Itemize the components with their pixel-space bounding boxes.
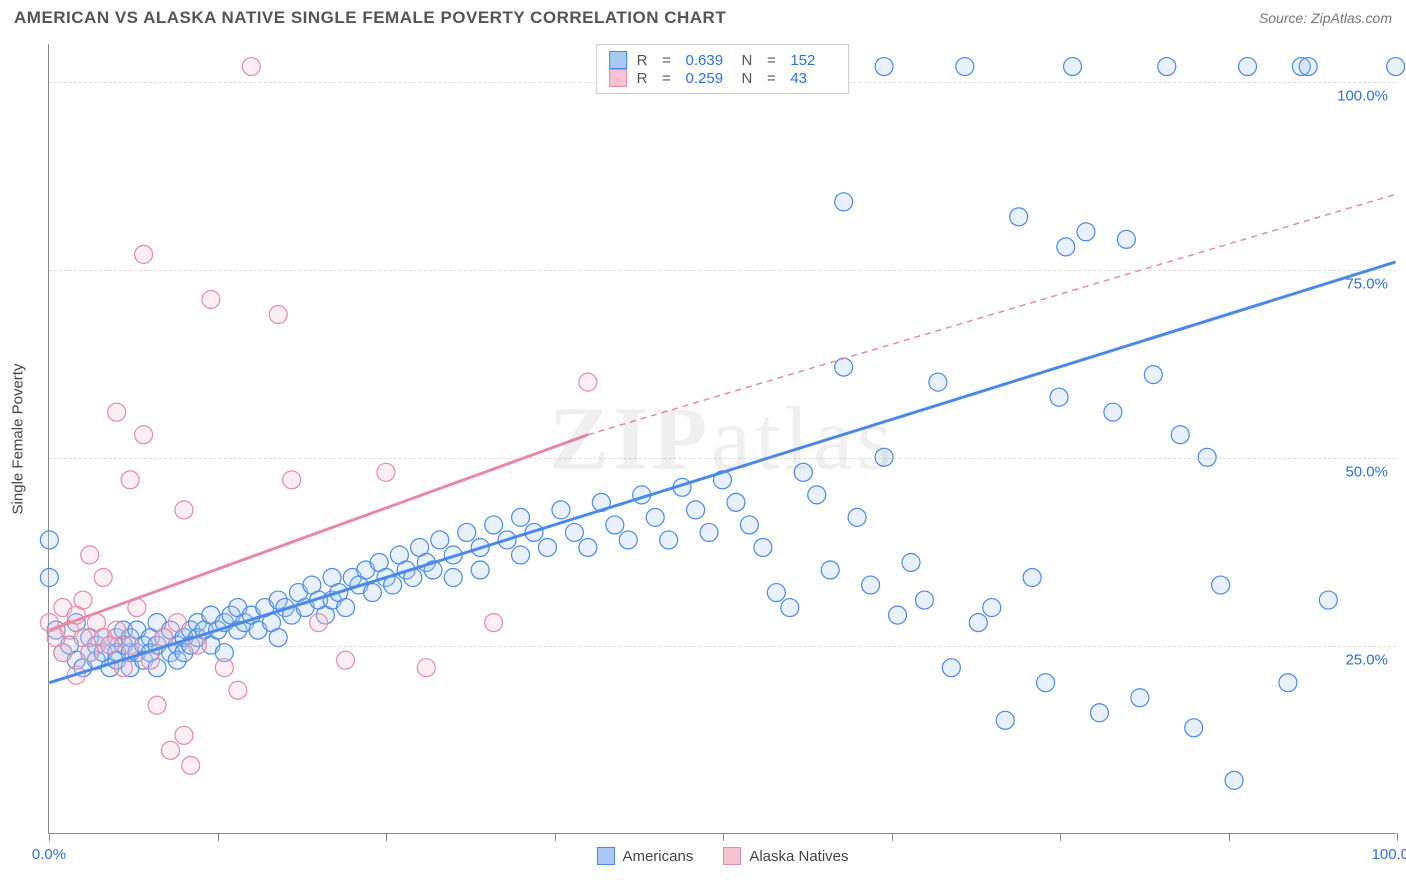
x-tick-label: 0.0%: [32, 846, 66, 863]
legend-text: 0.259: [686, 70, 732, 87]
regression-line: [588, 194, 1396, 434]
x-tick: [49, 833, 50, 841]
legend-text: R: [637, 52, 648, 69]
x-tick: [555, 833, 556, 841]
plot-wrap: Single Female Poverty 25.0%50.0%75.0%100…: [48, 44, 1396, 834]
x-tick: [1060, 833, 1061, 841]
x-tick: [1397, 833, 1398, 841]
legend-text: =: [658, 70, 676, 87]
legend-row: R = 0.639 N = 152: [609, 51, 837, 69]
x-tick: [218, 833, 219, 841]
x-tick: [386, 833, 387, 841]
chart-title: AMERICAN VS ALASKA NATIVE SINGLE FEMALE …: [14, 8, 726, 28]
legend-text: =: [762, 52, 780, 69]
source-prefix: Source:: [1259, 10, 1311, 26]
regression-line: [49, 262, 1395, 683]
x-tick: [892, 833, 893, 841]
legend-text: N: [742, 52, 753, 69]
legend-item: Americans: [596, 847, 693, 865]
legend-text: 152: [790, 52, 836, 69]
chart-source: Source: ZipAtlas.com: [1259, 10, 1392, 26]
x-tick-label: 100.0%: [1372, 846, 1406, 863]
legend-swatch-icon: [723, 847, 741, 865]
legend-text: 43: [790, 70, 836, 87]
legend-label: Americans: [622, 848, 693, 865]
legend-swatch-icon: [609, 51, 627, 69]
legend-swatch-icon: [596, 847, 614, 865]
y-axis-label: Single Female Poverty: [10, 364, 27, 515]
regression-lines-layer: [49, 44, 1396, 833]
x-tick: [723, 833, 724, 841]
legend-swatch-icon: [609, 69, 627, 87]
chart-header: AMERICAN VS ALASKA NATIVE SINGLE FEMALE …: [0, 0, 1406, 32]
legend-text: =: [762, 70, 780, 87]
source-name: ZipAtlas.com: [1311, 10, 1392, 26]
series-legend: Americans Alaska Natives: [596, 847, 848, 865]
legend-text: N: [742, 70, 753, 87]
legend-text: 0.639: [686, 52, 732, 69]
legend-row: R = 0.259 N = 43: [609, 69, 837, 87]
x-tick: [1229, 833, 1230, 841]
regression-line: [49, 435, 588, 630]
legend-item: Alaska Natives: [723, 847, 848, 865]
legend-text: R: [637, 70, 648, 87]
plot-area: 25.0%50.0%75.0%100.0% 0.0%100.0% ZIPatla…: [48, 44, 1396, 834]
correlation-legend: R = 0.639 N = 152 R = 0.259 N = 43: [596, 44, 850, 94]
legend-label: Alaska Natives: [749, 848, 848, 865]
legend-text: =: [658, 52, 676, 69]
